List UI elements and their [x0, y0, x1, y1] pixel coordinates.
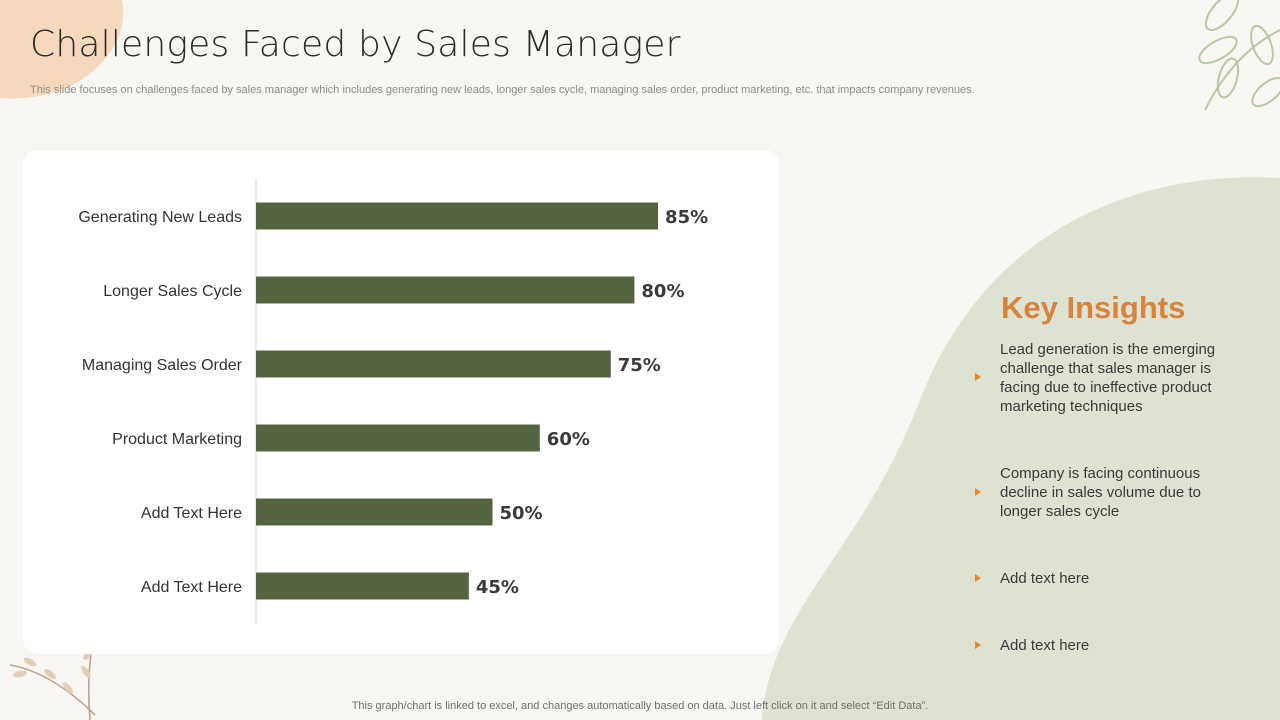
bullet-arrow-icon	[975, 641, 981, 649]
data-label: 85%	[665, 207, 708, 228]
insight-text: Company is facing continuous decline in …	[1000, 465, 1201, 520]
key-insights-title: Key Insights	[1001, 290, 1186, 325]
bar[interactable]	[256, 424, 540, 452]
green-blob	[762, 177, 1280, 720]
data-label: 75%	[618, 355, 661, 376]
bar[interactable]	[256, 202, 659, 230]
bar-chart[interactable]: Generating New Leads 85% Longer Sales Cycl…	[23, 150, 779, 654]
page-subtitle: This slide focuses on challenges faced b…	[30, 84, 975, 96]
category-label: Generating New Leads	[78, 209, 242, 226]
category-label: Product Marketing	[112, 431, 242, 448]
bar[interactable]	[256, 572, 469, 600]
category-label: Add Text Here	[141, 505, 242, 522]
bullet-arrow-icon	[975, 373, 981, 381]
insight-text: Add text here	[1000, 570, 1090, 587]
category-label: Add Text Here	[141, 579, 242, 596]
bar[interactable]	[256, 350, 611, 378]
page-title: Challenges Faced by Sales Manager	[30, 24, 681, 65]
data-label: 50%	[500, 503, 543, 524]
footer-note: This graph/chart is linked to excel, and…	[351, 700, 929, 712]
category-label: Longer Sales Cycle	[103, 283, 242, 300]
chart-card[interactable]: Generating New Leads 85% Longer Sales Cycl…	[23, 150, 779, 654]
insight-text: Lead generation is the emerging challeng…	[1000, 341, 1216, 415]
leaf-branch-icon	[1198, 0, 1280, 111]
peach-corner-blob	[0, 0, 124, 99]
category-label: Managing Sales Order	[82, 357, 243, 374]
bar[interactable]	[256, 498, 493, 526]
data-label: 80%	[641, 281, 684, 302]
insight-text: Add text here	[1000, 637, 1090, 654]
data-label: 45%	[476, 577, 519, 598]
bullet-arrow-icon	[975, 488, 981, 496]
data-label: 60%	[547, 429, 590, 450]
bullet-arrow-icon	[975, 574, 981, 582]
bar[interactable]	[256, 276, 635, 304]
